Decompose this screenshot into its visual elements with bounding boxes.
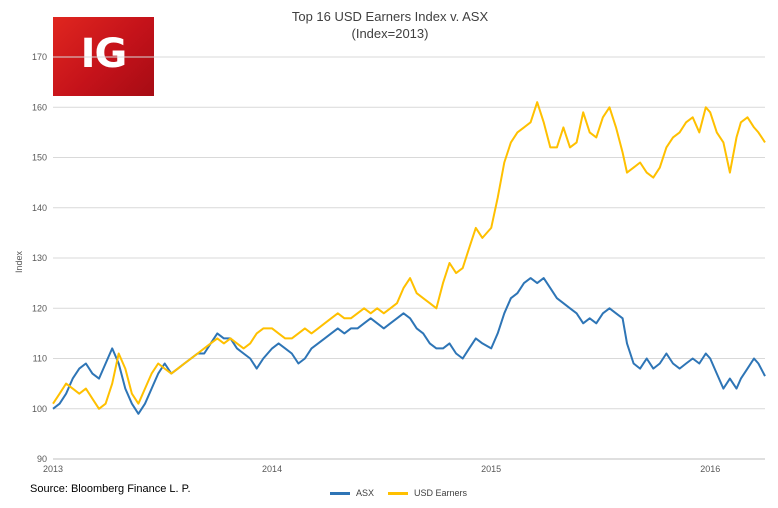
chart-subtitle: (Index=2013) [351,26,429,41]
legend-swatch-asx [330,491,350,495]
y-tick-label: 170 [32,52,47,62]
series-line-asx [52,277,766,415]
x-tick-label: 2014 [262,464,282,474]
x-tick-label: 2016 [700,464,720,474]
y-tick-label: 120 [32,303,47,313]
x-tick-label: 2013 [43,464,63,474]
y-tick-label: 160 [32,102,47,112]
ig-logo-text: IG [80,31,128,77]
legend-swatch-usd-earners [388,491,409,495]
y-tick-label: 130 [32,253,47,263]
x-tick-label: 2015 [481,464,501,474]
y-tick-label: 150 [32,153,47,163]
source-note: Source: Bloomberg Finance L. P. [30,483,191,495]
legend-label-usd-earners: USD Earners [414,488,468,498]
y-tick-label: 110 [33,354,47,364]
series-line-usd-earners [52,101,766,410]
chart-title: Top 16 USD Earners Index v. ASX [291,9,489,24]
legend: ASX USD Earners [330,488,467,498]
legend-label-asx: ASX [356,488,375,498]
y-tick-label: 90 [37,454,47,464]
y-tick-label: 100 [32,404,47,414]
y-tick-label: 140 [32,203,47,213]
y-axis-label: Index [14,250,24,273]
